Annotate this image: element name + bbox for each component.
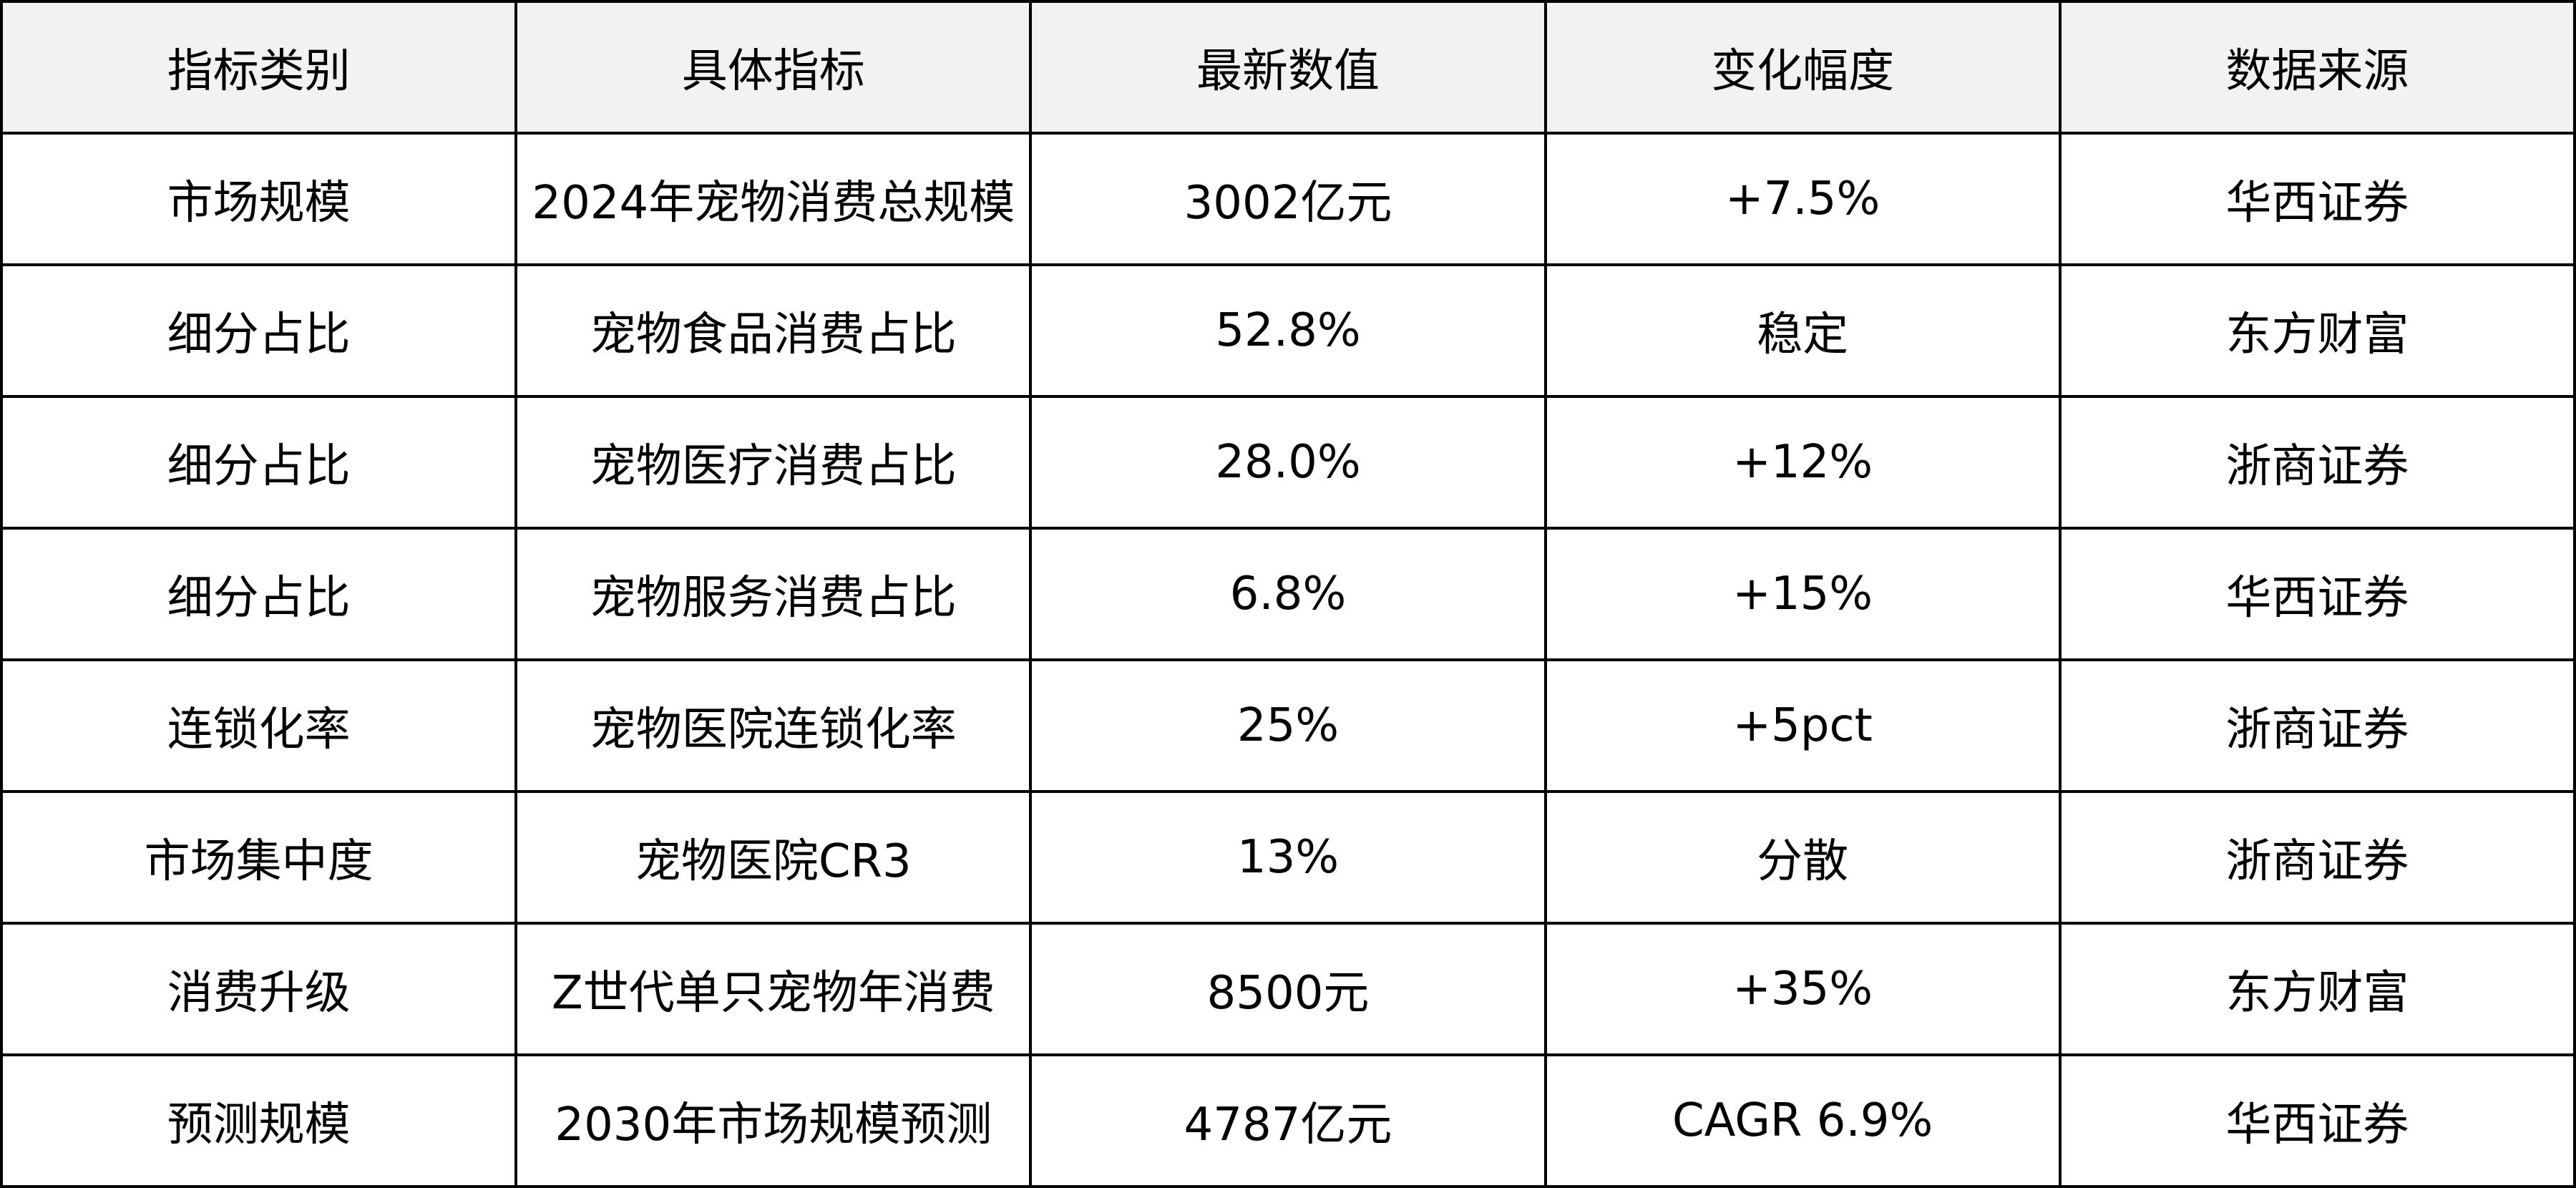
cell-indicator: Z世代单只宠物年消费 <box>514 922 1033 1056</box>
cell-source: 华西证券 <box>2058 527 2576 661</box>
cell-category: 市场集中度 <box>0 790 518 925</box>
table-row: 连锁化率 宠物医院连锁化率 25% +5pct 浙商证券 <box>0 658 2576 793</box>
table-row: 细分占比 宠物服务消费占比 6.8% +15% 华西证券 <box>0 527 2576 661</box>
cell-indicator: 宠物服务消费占比 <box>514 527 1033 661</box>
cell-latest-value: 28.0% <box>1029 395 1547 530</box>
cell-indicator: 宠物食品消费占比 <box>514 263 1033 398</box>
cell-latest-value: 3002亿元 <box>1029 132 1547 266</box>
header-source: 数据来源 <box>2058 0 2576 135</box>
header-row: 指标类别 具体指标 最新数值 变化幅度 数据来源 <box>0 0 2576 135</box>
cell-change: +15% <box>1543 527 2062 661</box>
cell-category: 预测规模 <box>0 1053 518 1188</box>
cell-latest-value: 13% <box>1029 790 1547 925</box>
header-category: 指标类别 <box>0 0 518 135</box>
header-change: 变化幅度 <box>1543 0 2062 135</box>
cell-source: 华西证券 <box>2058 132 2576 266</box>
cell-change: +12% <box>1543 395 2062 530</box>
cell-source: 东方财富 <box>2058 263 2576 398</box>
cell-latest-value: 52.8% <box>1029 263 1547 398</box>
cell-indicator: 宠物医院CR3 <box>514 790 1033 925</box>
cell-change: +35% <box>1543 922 2062 1056</box>
cell-change: CAGR 6.9% <box>1543 1053 2062 1188</box>
table-row: 细分占比 宠物医疗消费占比 28.0% +12% 浙商证券 <box>0 395 2576 530</box>
cell-category: 连锁化率 <box>0 658 518 793</box>
cell-category: 细分占比 <box>0 263 518 398</box>
cell-source: 浙商证券 <box>2058 658 2576 793</box>
cell-indicator: 宠物医疗消费占比 <box>514 395 1033 530</box>
cell-change: +5pct <box>1543 658 2062 793</box>
cell-category: 消费升级 <box>0 922 518 1056</box>
cell-indicator: 宠物医院连锁化率 <box>514 658 1033 793</box>
cell-change: 稳定 <box>1543 263 2062 398</box>
cell-latest-value: 6.8% <box>1029 527 1547 661</box>
cell-category: 市场规模 <box>0 132 518 266</box>
table-row: 细分占比 宠物食品消费占比 52.8% 稳定 东方财富 <box>0 263 2576 398</box>
table-row: 市场集中度 宠物医院CR3 13% 分散 浙商证券 <box>0 790 2576 925</box>
table-row: 消费升级 Z世代单只宠物年消费 8500元 +35% 东方财富 <box>0 922 2576 1056</box>
table-row: 预测规模 2030年市场规模预测 4787亿元 CAGR 6.9% 华西证券 <box>0 1053 2576 1188</box>
cell-latest-value: 4787亿元 <box>1029 1053 1547 1188</box>
cell-category: 细分占比 <box>0 395 518 530</box>
cell-indicator: 2030年市场规模预测 <box>514 1053 1033 1188</box>
table-row: 市场规模 2024年宠物消费总规模 3002亿元 +7.5% 华西证券 <box>0 132 2576 266</box>
cell-latest-value: 25% <box>1029 658 1547 793</box>
cell-change: +7.5% <box>1543 132 2062 266</box>
cell-indicator: 2024年宠物消费总规模 <box>514 132 1033 266</box>
cell-source: 东方财富 <box>2058 922 2576 1056</box>
header-latest-value: 最新数值 <box>1029 0 1547 135</box>
cell-source: 浙商证券 <box>2058 395 2576 530</box>
cell-source: 华西证券 <box>2058 1053 2576 1188</box>
cell-change: 分散 <box>1543 790 2062 925</box>
cell-category: 细分占比 <box>0 527 518 661</box>
cell-latest-value: 8500元 <box>1029 922 1547 1056</box>
cell-source: 浙商证券 <box>2058 790 2576 925</box>
header-indicator: 具体指标 <box>514 0 1033 135</box>
